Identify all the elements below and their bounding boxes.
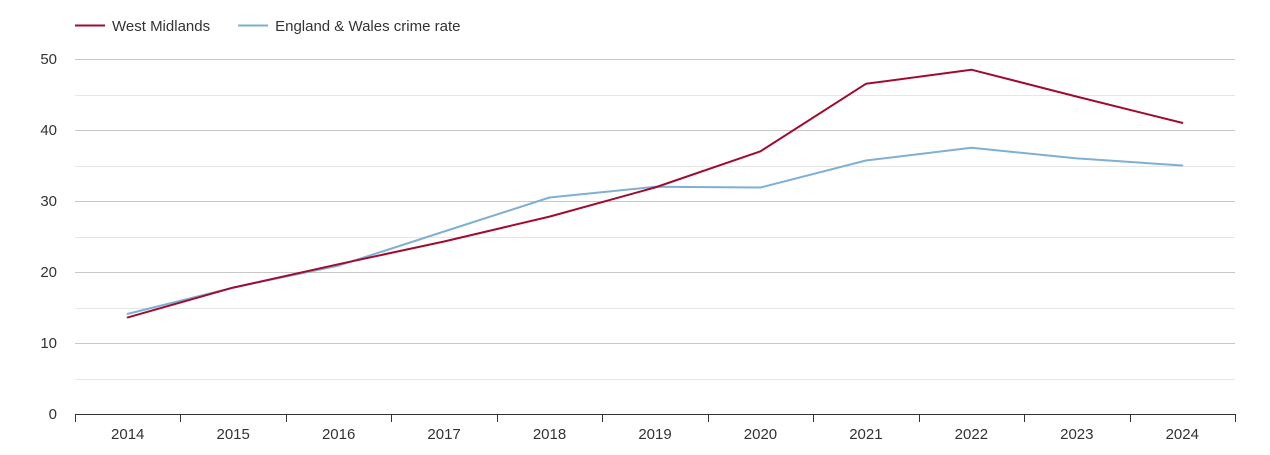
grid (75, 59, 1235, 380)
legend-label: England & Wales crime rate (275, 18, 460, 35)
x-tick-label: 2017 (427, 426, 460, 443)
y-tick-label: 50 (40, 51, 57, 68)
x-tick-label: 2024 (1166, 426, 1199, 443)
x-tick-label: 2023 (1060, 426, 1093, 443)
legend-item-england-wales-crime-rate[interactable]: England & Wales crime rate (238, 18, 460, 35)
x-tick-label: 2022 (955, 426, 988, 443)
series-line-west-midlands (126, 68, 1184, 319)
y-tick-label: 40 (40, 122, 57, 139)
y-tick-label: 0 (49, 406, 57, 423)
x-tick-label: 2021 (849, 426, 882, 443)
legend-label: West Midlands (112, 18, 210, 35)
x-tick-label: 2015 (216, 426, 249, 443)
y-tick-label: 20 (40, 264, 57, 281)
axes: 0 10 20 30 40 50 2014 2015 2016 2017 2018 2019 2020 2… (40, 51, 1236, 443)
x-tick-label: 2016 (322, 426, 355, 443)
x-tick-label: 2019 (638, 426, 671, 443)
x-tick-label: 2014 (111, 426, 144, 443)
legend-item-west-midlands[interactable]: West Midlands (75, 18, 210, 35)
y-tick-label: 30 (40, 193, 57, 210)
series-line-england-wales-crime-rate (126, 146, 1184, 315)
series (126, 68, 1184, 319)
x-tick-label: 2018 (533, 426, 566, 443)
x-tick-label: 2020 (744, 426, 777, 443)
legend[interactable]: West Midlands England & Wales crime rate (75, 18, 460, 35)
y-tick-label: 10 (40, 335, 57, 352)
